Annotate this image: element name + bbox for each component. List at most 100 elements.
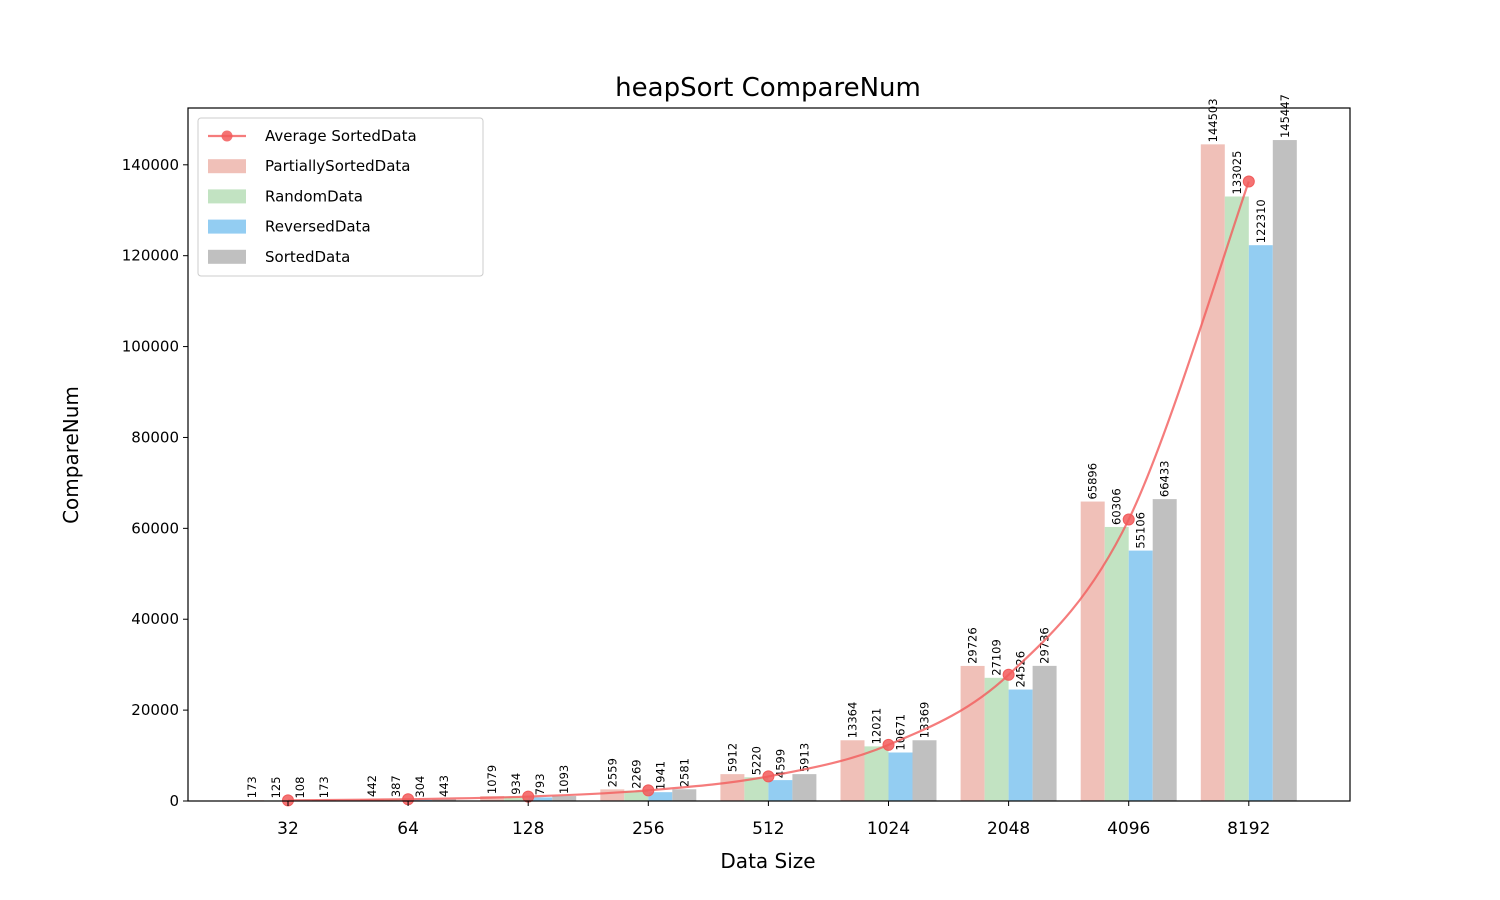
legend-label-average-sorteddata: Average SortedData bbox=[265, 127, 417, 145]
bar-label-reverseddata-128: 793 bbox=[533, 773, 547, 795]
bar-label-partiallysorteddata-256: 2559 bbox=[605, 758, 619, 787]
bar-label-sorteddata-64: 443 bbox=[437, 775, 451, 797]
legend-label-partiallysorteddata: PartiallySortedData bbox=[265, 157, 411, 175]
bar-label-partiallysorteddata-2048: 29726 bbox=[966, 627, 980, 664]
bar-partiallysorteddata-512 bbox=[720, 774, 745, 801]
legend-swatch-reverseddata bbox=[208, 219, 246, 234]
bar-label-sorteddata-32: 173 bbox=[317, 776, 331, 798]
bar-label-reverseddata-4096: 55106 bbox=[1134, 512, 1148, 549]
x-tick-label-512: 512 bbox=[752, 819, 784, 839]
bar-reverseddata-512 bbox=[768, 780, 793, 801]
bar-label-reverseddata-32: 108 bbox=[293, 777, 307, 799]
y-axis: 0 20000 40000 60000 80000 100000 120000 140000 bbox=[122, 156, 188, 810]
chart-title: heapSort CompareNum bbox=[615, 73, 921, 103]
y-tick-label-60000: 60000 bbox=[131, 519, 179, 537]
bar-randomdata-1024 bbox=[864, 746, 889, 801]
bar-label-partiallysorteddata-8192: 144503 bbox=[1206, 98, 1220, 142]
bar-label-randomdata-8192: 133025 bbox=[1230, 151, 1244, 195]
y-tick-label-140000: 140000 bbox=[122, 156, 179, 174]
bar-label-reverseddata-1024: 10671 bbox=[894, 714, 908, 751]
legend-swatch-partiallysorteddata bbox=[208, 159, 246, 174]
legend-label-randomdata: RandomData bbox=[265, 187, 363, 205]
bar-label-randomdata-32: 125 bbox=[269, 776, 283, 798]
bar-randomdata-2048 bbox=[984, 677, 1009, 801]
bar-reverseddata-2048 bbox=[1008, 689, 1033, 801]
bar-label-randomdata-128: 934 bbox=[509, 773, 523, 795]
bar-label-sorteddata-1024: 13369 bbox=[918, 702, 932, 739]
legend: Average SortedData PartiallySortedData Ran… bbox=[197, 117, 484, 277]
bar-partiallysorteddata-2048 bbox=[960, 665, 985, 801]
average-point-2048 bbox=[1002, 668, 1015, 681]
bar-partiallysorteddata-1024 bbox=[840, 740, 865, 801]
bar-label-reverseddata-256: 1941 bbox=[653, 761, 667, 790]
bar-label-partiallysorteddata-32: 173 bbox=[245, 776, 259, 798]
bar-sorteddata-128 bbox=[552, 796, 577, 801]
bar-sorteddata-2048 bbox=[1032, 665, 1057, 801]
bar-partiallysorteddata-4096 bbox=[1080, 501, 1105, 801]
bar-label-sorteddata-8192: 145447 bbox=[1278, 94, 1292, 138]
legend-label-sorteddata: SortedData bbox=[265, 248, 350, 266]
bar-sorteddata-64 bbox=[432, 798, 457, 801]
bar-label-partiallysorteddata-4096: 65896 bbox=[1086, 463, 1100, 500]
legend-box bbox=[197, 117, 484, 277]
bar-sorteddata-1024 bbox=[912, 740, 937, 801]
x-tick-label-2048: 2048 bbox=[987, 819, 1030, 839]
legend-swatch-randomdata bbox=[208, 189, 246, 204]
x-tick-label-1024: 1024 bbox=[867, 819, 910, 839]
bar-label-reverseddata-512: 4599 bbox=[773, 749, 787, 778]
x-tick-label-64: 64 bbox=[397, 819, 419, 839]
bar-label-randomdata-1024: 12021 bbox=[870, 708, 884, 745]
bar-reverseddata-4096 bbox=[1128, 550, 1153, 801]
legend-swatch-sorteddata bbox=[208, 249, 246, 264]
average-line-group bbox=[282, 175, 1255, 807]
average-point-512 bbox=[762, 770, 775, 783]
bar-sorteddata-256 bbox=[672, 789, 697, 801]
bar-label-partiallysorteddata-64: 442 bbox=[365, 775, 379, 797]
bar-reverseddata-8192 bbox=[1248, 245, 1273, 801]
y-tick-label-0: 0 bbox=[169, 792, 179, 810]
bar-randomdata-128 bbox=[504, 796, 529, 801]
bar-label-partiallysorteddata-512: 5912 bbox=[725, 743, 739, 772]
x-tick-label-8192: 8192 bbox=[1227, 819, 1270, 839]
bar-reverseddata-128 bbox=[528, 797, 553, 801]
bar-randomdata-4096 bbox=[1104, 526, 1129, 801]
y-tick-label-40000: 40000 bbox=[131, 610, 179, 628]
bar-randomdata-8192 bbox=[1224, 196, 1249, 801]
y-tick-label-20000: 20000 bbox=[131, 701, 179, 719]
bar-partiallysorteddata-256 bbox=[600, 789, 625, 801]
bar-label-randomdata-64: 387 bbox=[389, 775, 403, 797]
bar-labels-group: 173 125 108 173 442 387 304 443 1079 934 793 1093 25… bbox=[245, 94, 1292, 798]
x-tick-label-128: 128 bbox=[512, 819, 544, 839]
legend-line-marker bbox=[221, 130, 233, 142]
bar-label-sorteddata-128: 1093 bbox=[557, 765, 571, 794]
bar-label-randomdata-2048: 27109 bbox=[990, 639, 1004, 676]
x-axis: 32 64 128 256 512 1024 2048 4096 8192 bbox=[277, 801, 1270, 839]
bars-group bbox=[240, 140, 1297, 802]
bar-randomdata-256 bbox=[624, 790, 649, 801]
legend-label-reverseddata: ReversedData bbox=[265, 218, 371, 236]
x-tick-label-256: 256 bbox=[632, 819, 664, 839]
y-axis-label: CompareNum bbox=[59, 386, 83, 524]
x-axis-label: Data Size bbox=[720, 849, 815, 873]
y-tick-label-120000: 120000 bbox=[122, 247, 179, 265]
bar-partiallysorteddata-8192 bbox=[1200, 144, 1225, 802]
bar-label-randomdata-512: 5220 bbox=[749, 746, 763, 775]
bar-label-sorteddata-256: 2581 bbox=[677, 758, 691, 787]
bar-label-sorteddata-512: 5913 bbox=[797, 743, 811, 772]
bar-label-reverseddata-8192: 122310 bbox=[1254, 199, 1268, 243]
y-tick-label-100000: 100000 bbox=[122, 338, 179, 356]
bar-reverseddata-64 bbox=[408, 799, 433, 801]
bar-reverseddata-256 bbox=[648, 792, 673, 801]
bar-label-randomdata-4096: 60306 bbox=[1110, 488, 1124, 525]
bar-label-randomdata-256: 2269 bbox=[629, 759, 643, 788]
average-point-1024 bbox=[882, 738, 895, 751]
bar-sorteddata-4096 bbox=[1152, 499, 1177, 801]
x-tick-label-4096: 4096 bbox=[1107, 819, 1150, 839]
x-tick-label-32: 32 bbox=[277, 819, 299, 839]
average-point-8192 bbox=[1242, 175, 1255, 188]
bar-label-reverseddata-64: 304 bbox=[413, 776, 427, 798]
y-tick-label-80000: 80000 bbox=[131, 428, 179, 446]
bar-reverseddata-1024 bbox=[888, 752, 913, 801]
